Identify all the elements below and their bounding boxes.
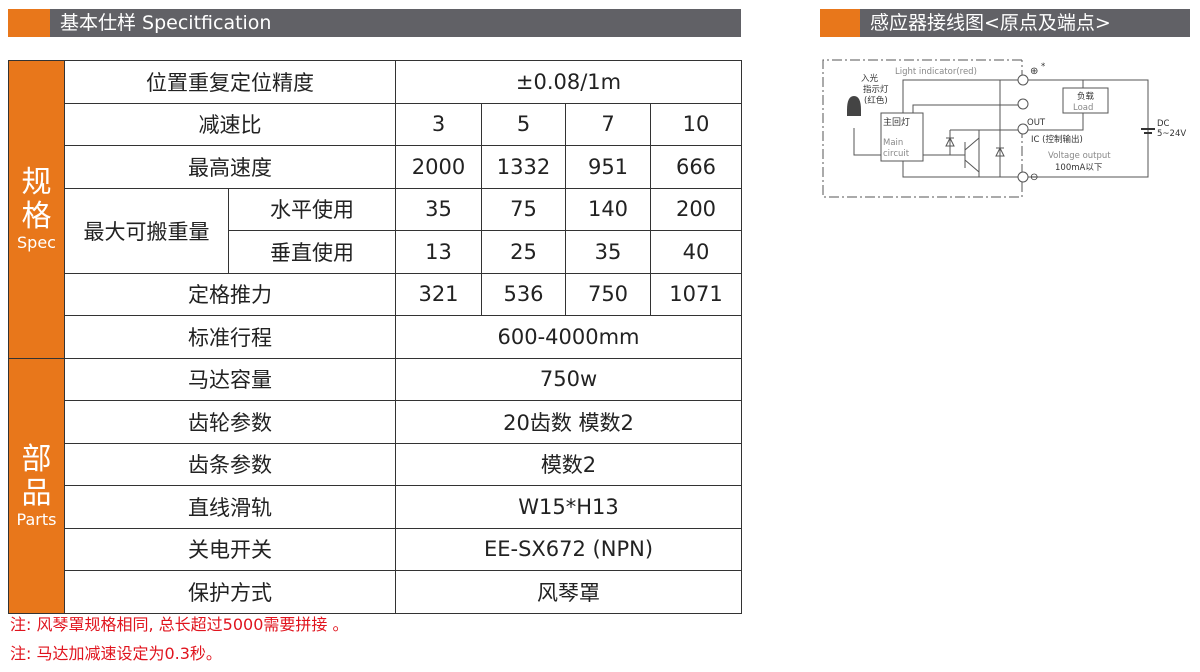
row-label: 关电开关 bbox=[64, 527, 396, 571]
led-label: 入光 bbox=[861, 73, 879, 84]
cell: 321 bbox=[395, 272, 482, 316]
cell: 25 bbox=[481, 230, 566, 274]
main-circuit-label: circuit bbox=[883, 149, 910, 159]
cell: 200 bbox=[650, 187, 742, 231]
sub-label: 垂直使用 bbox=[228, 230, 396, 274]
notes: 注: 风琴罩规格相同, 总长超过5000需要拼接 。 注: 马达加减速设定为0.… bbox=[10, 610, 348, 668]
cell: 536 bbox=[481, 272, 566, 316]
main-circuit-box bbox=[880, 112, 924, 162]
table-row: 规格 Spec 位置重复定位精度 ±0.08/1m bbox=[8, 60, 742, 359]
row-value: 20齿数 模数2 bbox=[395, 400, 742, 444]
voltage-label: Voltage output bbox=[1048, 151, 1111, 161]
table-row: 最大可搬重量 水平使用 35 75 140 200 bbox=[9, 187, 742, 274]
ic-label: IC (控制输出) bbox=[1031, 134, 1083, 145]
cell: 1332 bbox=[481, 145, 566, 189]
row-label: 标准行程 bbox=[64, 315, 396, 359]
cell: 13 bbox=[395, 230, 482, 274]
led-icon bbox=[847, 96, 861, 116]
spec-table: 规格 Spec 位置重复定位精度 ±0.08/1m 减速比 3 5 7 10 最高速度 … bbox=[8, 60, 742, 614]
cell: 75 bbox=[481, 187, 566, 231]
note-2: 注: 马达加减速设定为0.3秒。 bbox=[10, 644, 222, 663]
transistor bbox=[964, 137, 980, 173]
table-row: 齿轮参数 20齿数 模数2 bbox=[9, 400, 742, 444]
led-label: (红色) bbox=[864, 95, 888, 106]
row-label: 齿轮参数 bbox=[64, 400, 396, 444]
cell: 35 bbox=[395, 187, 482, 231]
row-value: EE-SX672 (NPN) bbox=[395, 527, 742, 571]
main-circuit-label: Main bbox=[883, 138, 903, 148]
main-circuit-label: 主回灯 bbox=[883, 116, 910, 128]
row-label: 马达容量 bbox=[64, 357, 396, 401]
plus-icon: ⊕ bbox=[1030, 66, 1038, 77]
cell: 7 bbox=[565, 102, 651, 146]
load-label: 负载 bbox=[1077, 91, 1095, 102]
sub-label: 水平使用 bbox=[228, 187, 396, 231]
cell: 140 bbox=[565, 187, 651, 231]
cell: 2000 bbox=[395, 145, 482, 189]
row-value: 600-4000mm bbox=[395, 315, 742, 359]
row-label: 最大可搬重量 bbox=[64, 187, 229, 274]
note-1: 注: 风琴罩规格相同, 总长超过5000需要拼接 。 bbox=[10, 615, 349, 634]
spec-header: 基本仕样 Specitfication bbox=[8, 9, 741, 37]
battery-icon bbox=[1141, 128, 1155, 134]
row-label: 定格推力 bbox=[64, 272, 396, 316]
row-value: W15*H13 bbox=[395, 485, 742, 529]
row-value: ±0.08/1m bbox=[395, 60, 742, 104]
row-value: 风琴罩 bbox=[395, 570, 742, 614]
row-value: 750w bbox=[395, 357, 742, 401]
row-label: 位置重复定位精度 bbox=[64, 60, 396, 104]
table-row: 减速比 3 5 7 10 bbox=[9, 102, 742, 146]
section-parts: 部品 Parts bbox=[8, 357, 65, 614]
minus-icon: ⊖ bbox=[1030, 172, 1038, 183]
table-row: 直线滑轨 W15*H13 bbox=[9, 485, 742, 529]
table-row: 保护方式 风琴罩 bbox=[9, 570, 742, 614]
cell: 10 bbox=[650, 102, 742, 146]
spec-header-title: 基本仕样 Specitfication bbox=[60, 12, 272, 34]
cell: 35 bbox=[565, 230, 651, 274]
row-label: 直线滑轨 bbox=[64, 485, 396, 529]
wiring-diagram: Light indicator(red) 入光 指示灯 (红色) 主回灯 Mai… bbox=[822, 59, 1186, 198]
cell: 951 bbox=[565, 145, 651, 189]
cell: 666 bbox=[650, 145, 742, 189]
dc-label: DC bbox=[1157, 119, 1170, 129]
cell: 3 bbox=[395, 102, 482, 146]
star-mark: * bbox=[1041, 62, 1045, 72]
row-value: 模数2 bbox=[395, 442, 742, 486]
current-label: 100mA以下 bbox=[1055, 163, 1103, 173]
wiring-header-title: 感应器接线图<原点及端点> bbox=[870, 12, 1111, 34]
led-label: 指示灯 bbox=[863, 84, 889, 95]
row-label: 保护方式 bbox=[64, 570, 396, 614]
cell: 750 bbox=[565, 272, 651, 316]
out-label: OUT bbox=[1027, 118, 1046, 128]
table-row: 最高速度 2000 1332 951 666 bbox=[9, 145, 742, 189]
cell: 5 bbox=[481, 102, 566, 146]
wiring-header: 感应器接线图<原点及端点> bbox=[820, 9, 1190, 37]
table-row: 标准行程 600-4000mm bbox=[9, 315, 742, 359]
table-row: 关电开关 EE-SX672 (NPN) bbox=[9, 527, 742, 571]
row-label: 齿条参数 bbox=[64, 442, 396, 486]
cell: 1071 bbox=[650, 272, 742, 316]
table-row: 部品 Parts 马达容量 750w bbox=[8, 357, 742, 614]
light-indicator-label: Light indicator(red) bbox=[895, 67, 977, 77]
cell: 40 bbox=[650, 230, 742, 274]
table-row: 齿条参数 模数2 bbox=[9, 442, 742, 486]
load-box bbox=[1062, 87, 1109, 114]
row-label: 减速比 bbox=[64, 102, 396, 146]
row-label: 最高速度 bbox=[64, 145, 396, 189]
section-spec: 规格 Spec bbox=[8, 60, 65, 359]
load-label: Load bbox=[1073, 103, 1093, 113]
table-row: 定格推力 321 536 750 1071 bbox=[9, 272, 742, 316]
dc-voltage-label: 5~24V bbox=[1157, 129, 1186, 139]
